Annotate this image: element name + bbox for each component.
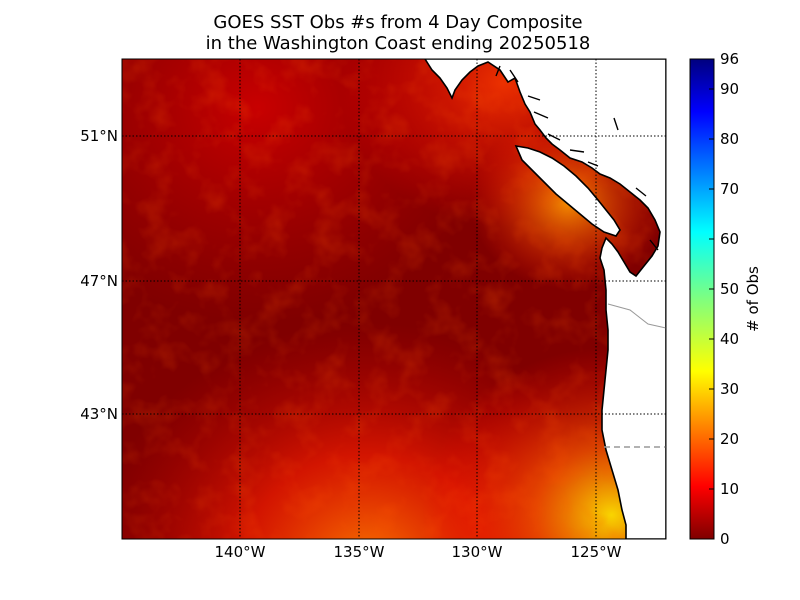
colorbar-tick-label: 10 <box>720 480 739 498</box>
colorbar-tick-label: 70 <box>720 180 739 198</box>
lat-label: 43°N <box>80 405 118 423</box>
title-line-1: GOES SST Obs #s from 4 Day Composite <box>213 12 583 33</box>
colorbar: 0 10 20 30 40 50 60 70 80 90 96 # of Obs <box>689 50 762 548</box>
lat-label: 47°N <box>80 272 118 290</box>
colorbar-tick-label: 60 <box>720 230 739 248</box>
colorbar-tick-label: 40 <box>720 330 739 348</box>
colorbar-gradient <box>689 58 715 540</box>
land-mass <box>424 59 666 539</box>
state-border <box>607 303 666 329</box>
chart-title: GOES SST Obs #s from 4 Day Composite in … <box>0 12 796 54</box>
lon-label: 140°W <box>215 543 266 561</box>
lon-label: 135°W <box>334 543 385 561</box>
coast-inlets <box>495 65 659 251</box>
lon-label: 125°W <box>571 543 622 561</box>
colorbar-tick-label: 0 <box>720 530 730 548</box>
colorbar-label: # of Obs <box>744 266 762 332</box>
colorbar-ticks: 0 10 20 30 40 50 60 70 80 90 96 <box>709 50 739 548</box>
vancouver-island <box>514 144 621 237</box>
map-frame <box>121 58 667 540</box>
colorbar-tick-label: 30 <box>720 380 739 398</box>
lon-label: 130°W <box>452 543 503 561</box>
title-line-2: in the Washington Coast ending 20250518 <box>205 33 591 54</box>
colorbar-tick-label: 80 <box>720 130 739 148</box>
lat-label: 51°N <box>80 127 118 145</box>
colorbar-tick-label: 96 <box>720 50 739 68</box>
colorbar-tick-label: 50 <box>720 280 739 298</box>
lon-labels: 140°W 135°W 130°W 125°W <box>215 543 622 561</box>
colorbar-tick-label: 90 <box>720 80 739 98</box>
graticule <box>122 59 666 539</box>
lat-labels: 51°N 47°N 43°N <box>80 127 118 423</box>
colorbar-tick-label: 20 <box>720 430 739 448</box>
map-area <box>122 59 666 539</box>
